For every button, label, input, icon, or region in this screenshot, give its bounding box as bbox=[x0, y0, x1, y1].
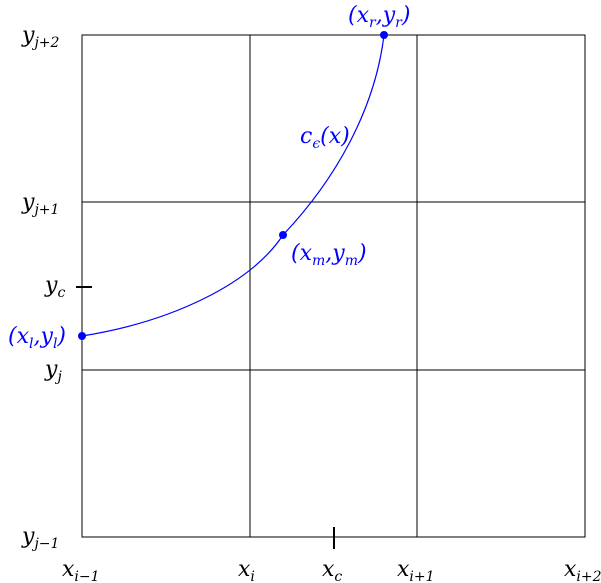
label-point-middle: (xm,ym) bbox=[291, 241, 367, 269]
label-x-i-minus-1: xi−1 bbox=[62, 557, 100, 583]
label-y-j-plus-2: yj+2 bbox=[21, 23, 60, 51]
label-y-j-minus-1: yj−1 bbox=[21, 524, 59, 552]
label-point-right: (xr,yr) bbox=[348, 3, 410, 31]
label-y-c: yc bbox=[44, 273, 65, 301]
point-middle bbox=[279, 231, 287, 239]
label-x-c: xc bbox=[322, 557, 342, 583]
grid-border bbox=[81, 34, 586, 538]
label-x-i: xi bbox=[238, 557, 255, 583]
label-point-left: (xl,yl) bbox=[8, 324, 66, 352]
curve-c-epsilon bbox=[81, 34, 385, 337]
label-x-i-plus-2: xi+2 bbox=[564, 557, 601, 583]
label-y-j-plus-1: yj+1 bbox=[21, 190, 59, 218]
point-right bbox=[380, 31, 388, 39]
grid bbox=[81, 34, 586, 538]
label-y-j: yj bbox=[44, 357, 62, 385]
label-x-i-plus-1: xi+1 bbox=[397, 557, 435, 583]
point-left bbox=[78, 332, 86, 340]
label-curve: cϵ(x) bbox=[300, 124, 350, 152]
